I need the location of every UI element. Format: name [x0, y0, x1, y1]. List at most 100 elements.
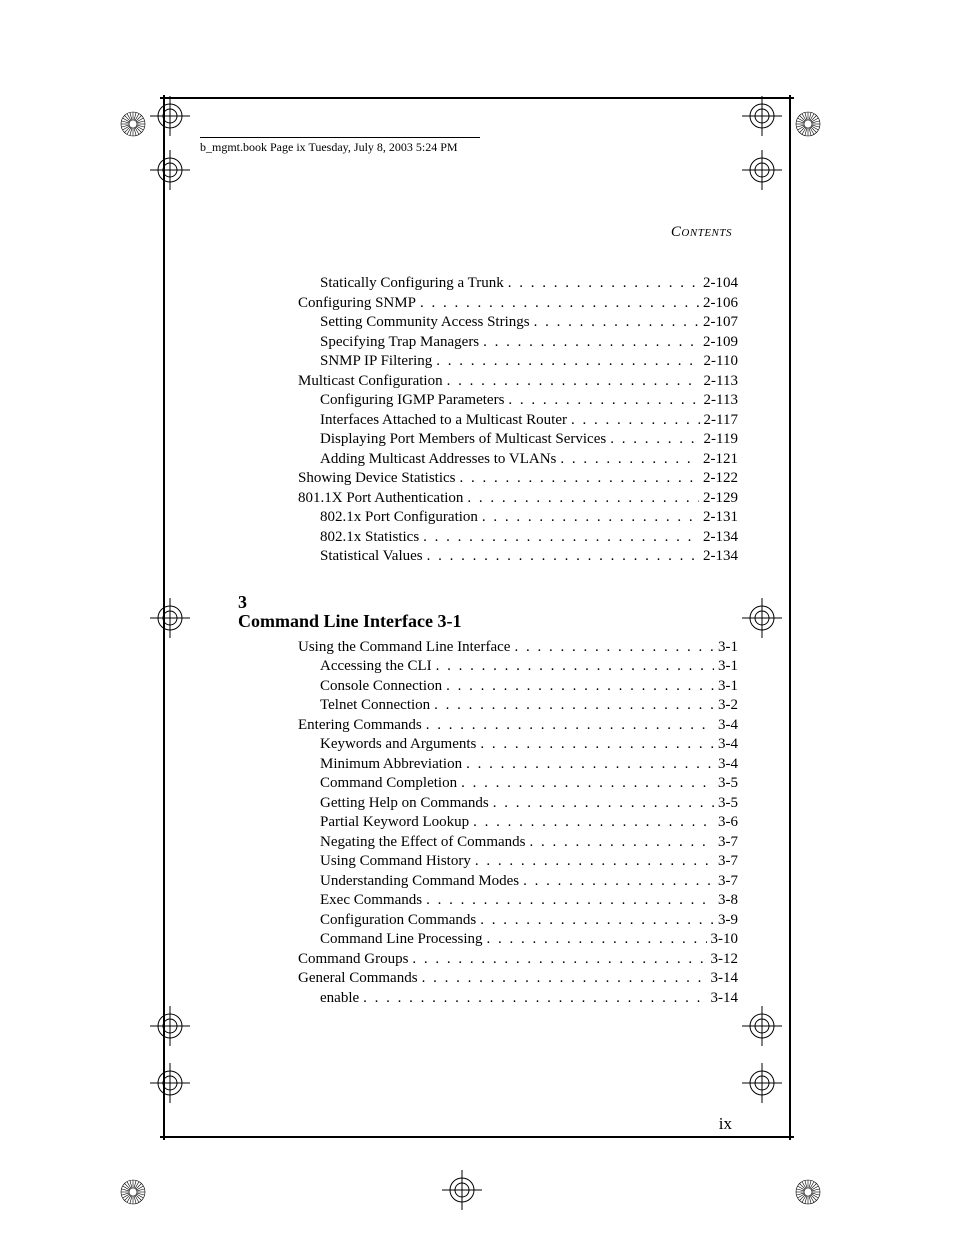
- toc-entry-title: Command Line Processing: [320, 930, 482, 950]
- toc-leader: [610, 430, 699, 450]
- toc-entry-page: 2-122: [703, 469, 738, 489]
- toc-entry-title: Console Connection: [320, 677, 442, 697]
- crop-line-top: [160, 97, 794, 99]
- toc-entry-page: 2-134: [703, 547, 738, 567]
- toc-entry-page: 2-131: [703, 508, 738, 528]
- toc-entry-page: 3-7: [718, 872, 738, 892]
- toc-entry-title: SNMP IP Filtering: [320, 352, 432, 372]
- toc-leader: [530, 833, 714, 853]
- toc-entry-title: Configuration Commands: [320, 911, 476, 931]
- toc-row: Setting Community Access Strings 2-107: [238, 313, 738, 333]
- toc-row: Statistical Values 2-134: [238, 547, 738, 567]
- toc-entry-page: 3-1: [718, 638, 738, 658]
- toc-entry-page: 3-4: [718, 716, 738, 736]
- toc-row: Multicast Configuration 2-113: [238, 372, 738, 392]
- toc-leader: [467, 489, 699, 509]
- toc-entry-title: Statistical Values: [320, 547, 423, 567]
- toc-entry-title: Negating the Effect of Commands: [320, 833, 526, 853]
- toc-leader: [466, 755, 714, 775]
- registration-mark-icon: [150, 96, 190, 136]
- toc-entry-page: 3-4: [718, 735, 738, 755]
- toc-entry-page: 3-14: [711, 969, 739, 989]
- registration-mark-icon: [442, 1170, 482, 1210]
- toc-entry-title: Partial Keyword Lookup: [320, 813, 469, 833]
- registration-mark-icon: [742, 150, 782, 190]
- toc-entry-title: Accessing the CLI: [320, 657, 432, 677]
- toc-entry-page: 2-110: [704, 352, 738, 372]
- toc-row: Command Groups 3-12: [238, 950, 738, 970]
- toc-row: Exec Commands 3-8: [238, 891, 738, 911]
- toc-leader: [446, 677, 714, 697]
- toc-leader: [420, 294, 699, 314]
- toc-entry-title: Exec Commands: [320, 891, 422, 911]
- toc-entry-page: 2-113: [704, 372, 738, 392]
- toc-entry-page: 3-14: [711, 989, 739, 1009]
- toc-leader: [426, 891, 714, 911]
- toc-entry-title: Adding Multicast Addresses to VLANs: [320, 450, 556, 470]
- toc-leader: [534, 313, 699, 333]
- toc-row: Getting Help on Commands3-5: [238, 794, 738, 814]
- crop-line-right: [789, 95, 791, 1140]
- toc-entry-title: Entering Commands: [298, 716, 422, 736]
- slug-line: b_mgmt.book Page ix Tuesday, July 8, 200…: [200, 137, 480, 155]
- chapter-number: 3: [238, 593, 738, 613]
- toc-section-top: Statically Configuring a Trunk2-104Confi…: [238, 274, 738, 567]
- crop-line-bottom: [160, 1136, 794, 1138]
- toc-row: Negating the Effect of Commands 3-7: [238, 833, 738, 853]
- toc-entry-page: 3-7: [718, 833, 738, 853]
- slug-text: b_mgmt.book Page ix Tuesday, July 8, 200…: [200, 140, 458, 154]
- toc-entry-page: 2-129: [703, 489, 738, 509]
- toc-entry-title: Multicast Configuration: [298, 372, 443, 392]
- toc-leader: [482, 508, 699, 528]
- toc-entry-title: Command Groups: [298, 950, 408, 970]
- toc-row: 802.1x Statistics 2-134: [238, 528, 738, 548]
- registration-mark-icon: [150, 150, 190, 190]
- registration-mark-icon: [742, 598, 782, 638]
- toc-entry-title: 802.1x Statistics: [320, 528, 419, 548]
- toc-entry-title: Using the Command Line Interface: [298, 638, 510, 658]
- toc-leader: [486, 930, 706, 950]
- toc-entry-title: Command Completion: [320, 774, 457, 794]
- toc-leader: [514, 638, 714, 658]
- toc-row: Adding Multicast Addresses to VLANs2-121: [238, 450, 738, 470]
- toc-leader: [423, 528, 699, 548]
- toc-leader: [480, 911, 714, 931]
- toc-row: Partial Keyword Lookup3-6: [238, 813, 738, 833]
- toc-leader: [460, 469, 700, 489]
- toc-row: Keywords and Arguments3-4: [238, 735, 738, 755]
- toc-row: Showing Device Statistics2-122: [238, 469, 738, 489]
- toc-section-bottom: Using the Command Line Interface3-1Acces…: [238, 638, 738, 1009]
- toc-entry-page: 2-106: [703, 294, 738, 314]
- toc-leader: [434, 696, 714, 716]
- toc-row: Configuring SNMP 2-106: [238, 294, 738, 314]
- toc-row: Statically Configuring a Trunk2-104: [238, 274, 738, 294]
- toc-row: Minimum Abbreviation3-4: [238, 755, 738, 775]
- toc-entry-page: 3-12: [711, 950, 739, 970]
- toc-leader: [447, 372, 700, 392]
- toc-entry-page: 3-10: [711, 930, 739, 950]
- toc-leader: [412, 950, 706, 970]
- toc-row: Console Connection3-1: [238, 677, 738, 697]
- chapter-title: Command Line Interface 3-1: [238, 612, 738, 632]
- toc-leader: [508, 274, 699, 294]
- toc-entry-page: 3-8: [718, 891, 738, 911]
- toc-entry-page: 2-113: [704, 391, 738, 411]
- toc-entry-title: Specifying Trap Managers: [320, 333, 479, 353]
- registration-mark-icon: [742, 1063, 782, 1103]
- toc-leader: [508, 391, 699, 411]
- toc-entry-title: Configuring SNMP: [298, 294, 416, 314]
- toc-leader: [560, 450, 699, 470]
- toc-row: 802.1x Port Configuration2-131: [238, 508, 738, 528]
- toc-entry-page: 3-1: [718, 657, 738, 677]
- toc-entry-page: 3-4: [718, 755, 738, 775]
- registration-mark-icon: [150, 598, 190, 638]
- toc-entry-page: 2-107: [703, 313, 738, 333]
- toc-row: Accessing the CLI 3-1: [238, 657, 738, 677]
- toc-row: Understanding Command Modes3-7: [238, 872, 738, 892]
- toc-entry-page: 2-134: [703, 528, 738, 548]
- toc-entry-page: 2-117: [704, 411, 738, 431]
- rosette-mark-icon: [795, 1179, 821, 1205]
- toc-entry-page: 3-5: [718, 774, 738, 794]
- toc-entry-title: Setting Community Access Strings: [320, 313, 530, 333]
- toc-leader: [523, 872, 714, 892]
